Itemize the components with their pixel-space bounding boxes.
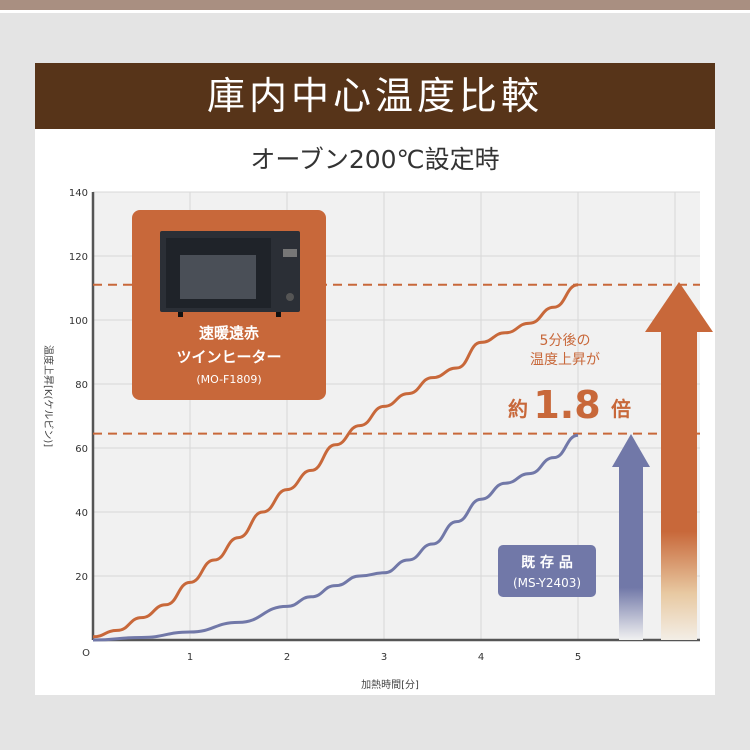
- orange-arrow: [645, 282, 713, 640]
- product-new-model: (MO-F1809): [196, 373, 261, 386]
- x-tick-label: 2: [284, 652, 290, 663]
- series-line-new: [92, 283, 579, 639]
- x-tick-label: 3: [381, 652, 387, 663]
- ratio-prefix: 約: [508, 397, 528, 421]
- y-tick-label: 140: [69, 188, 88, 199]
- top-bar: [0, 0, 750, 10]
- ratio-annotation: 5分後の 温度上昇が 約 1.8 倍: [508, 333, 631, 427]
- product-callout-old: 既 存 品 (MS-Y2403): [498, 545, 596, 597]
- product-old-model: (MS-Y2403): [513, 576, 581, 590]
- y-tick-label: 100: [69, 316, 88, 327]
- y-tick-label: 120: [69, 252, 88, 263]
- x-tick-label: O: [82, 648, 90, 659]
- product-new-line1: 速暖遠赤: [199, 324, 259, 342]
- divider: [0, 10, 750, 13]
- ratio-line1: 5分後の: [540, 333, 591, 349]
- chart-subtitle: オーブン200℃設定時: [250, 145, 500, 174]
- product-old-line1: 既 存 品: [521, 554, 573, 571]
- x-tick-label: 5: [575, 652, 581, 663]
- page-title: 庫内中心温度比較: [35, 63, 715, 129]
- x-tick-label: 1: [187, 652, 193, 663]
- blue-arrow: [612, 434, 650, 640]
- y-tick-label: 20: [75, 572, 88, 583]
- ratio-suffix: 倍: [611, 397, 631, 421]
- oven-image: [160, 231, 300, 317]
- series-line-old: [92, 433, 579, 642]
- product-callout-new: 速暖遠赤 ツインヒーター (MO-F1809): [132, 210, 326, 400]
- x-axis-label: 加熱時間[分]: [361, 678, 419, 691]
- y-axis-label: 温度上昇[K(ケルビン)]: [42, 345, 55, 447]
- y-tick-label: 40: [75, 508, 88, 519]
- ratio-line2: 温度上昇が: [530, 352, 600, 368]
- ratio-value: 1.8: [533, 383, 600, 427]
- x-tick-label: 4: [478, 652, 484, 663]
- product-new-line2: ツインヒーター: [176, 348, 281, 366]
- y-tick-label: 80: [75, 380, 88, 391]
- y-tick-label: 60: [75, 444, 88, 455]
